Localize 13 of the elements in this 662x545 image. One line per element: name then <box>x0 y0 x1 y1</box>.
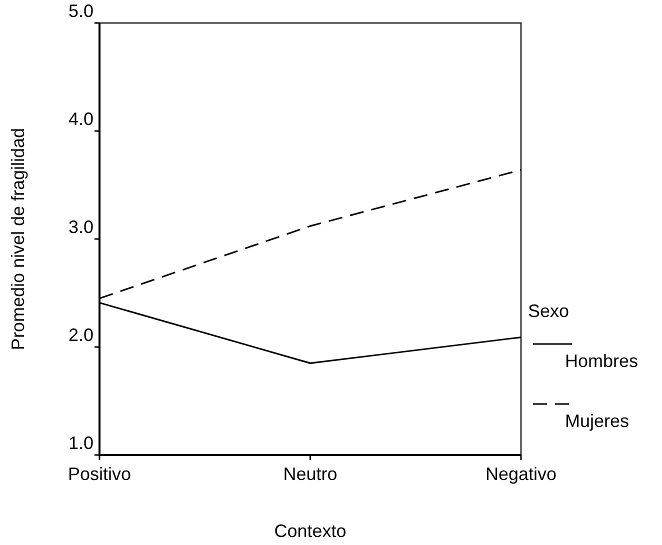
y-tick-label: 2.0 <box>68 325 94 345</box>
x-tick-label: Negativo <box>485 464 557 484</box>
y-tick-label: 3.0 <box>68 217 94 237</box>
y-tick-label: 1.0 <box>68 433 94 453</box>
y-axis-title: Promedio nivel de fragilidad <box>8 128 28 350</box>
legend-title: Sexo <box>528 301 570 321</box>
x-tick-label: Neutro <box>283 464 338 484</box>
legend-label: Mujeres <box>565 411 630 431</box>
y-tick-label: 4.0 <box>68 109 94 129</box>
y-tick-label: 5.0 <box>68 1 94 21</box>
legend-label: Hombres <box>565 351 638 371</box>
x-tick-label: Positivo <box>68 464 132 484</box>
x-axis-title: Contexto <box>274 521 346 541</box>
